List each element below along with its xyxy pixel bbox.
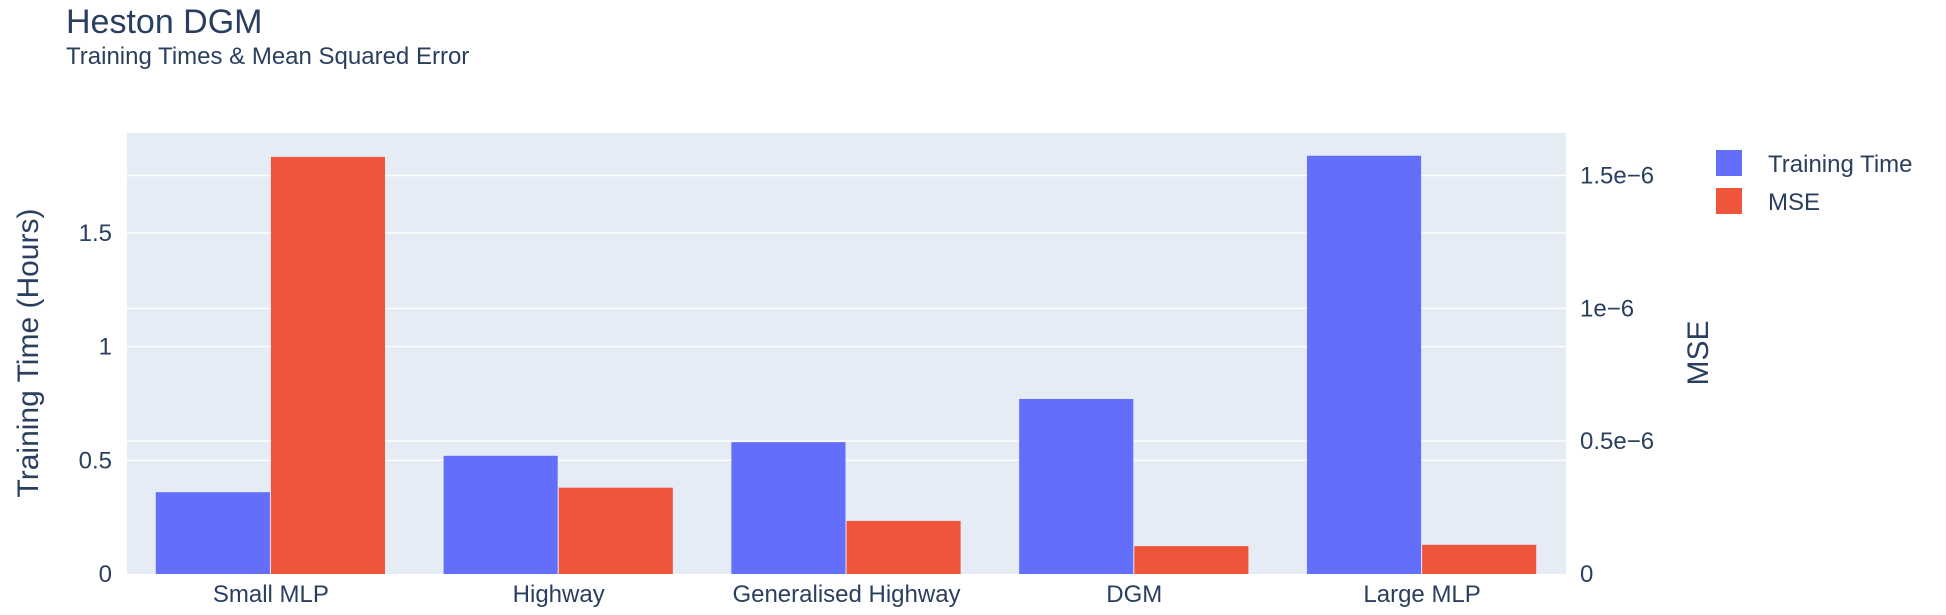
y2-axis-title: MSE <box>1682 320 1715 385</box>
y-tick-label: 1 <box>99 334 112 361</box>
chart-subtitle: Training Times & Mean Squared Error <box>66 43 469 70</box>
x-axis-ticks: Small MLP Highway Generalised Highway DGM La… <box>213 581 1481 608</box>
y-axis-ticks: 0 0.5 1 1.5 <box>79 220 112 588</box>
y2-tick-label: 1.5e−6 <box>1580 163 1654 190</box>
x-tick-label: Small MLP <box>213 581 329 608</box>
chart-title: Heston DGM <box>66 3 263 41</box>
bars <box>155 155 1537 574</box>
bar-training-time-2 <box>731 442 846 574</box>
legend: Training Time MSE <box>1716 150 1913 216</box>
y-tick-label: 0.5 <box>79 447 112 474</box>
bar-training-time-1 <box>443 455 558 574</box>
bar-training-time-0 <box>155 492 270 574</box>
bar-training-time-4 <box>1306 155 1422 574</box>
y-tick-label: 0 <box>99 561 112 588</box>
bar-training-time-3 <box>1019 398 1134 574</box>
legend-swatch-0 <box>1716 150 1742 176</box>
bar-mse-4 <box>1422 544 1537 574</box>
legend-swatch-1 <box>1716 188 1742 214</box>
x-tick-label: Generalised Highway <box>732 581 960 608</box>
bar-mse-1 <box>558 487 673 574</box>
y2-tick-label: 0 <box>1580 561 1593 588</box>
y-axis-title: Training Time (Hours) <box>12 209 45 498</box>
y-tick-label: 1.5 <box>79 220 112 247</box>
y2-tick-label: 1e−6 <box>1580 295 1634 322</box>
legend-label-0: Training Time <box>1768 151 1913 178</box>
y2-tick-label: 0.5e−6 <box>1580 428 1654 455</box>
x-tick-label: DGM <box>1106 581 1162 608</box>
bar-mse-2 <box>846 520 961 574</box>
bar-mse-0 <box>270 156 386 574</box>
y2-axis-ticks: 0 0.5e−6 1e−6 1.5e−6 <box>1580 163 1654 588</box>
legend-label-1: MSE <box>1768 189 1820 216</box>
x-tick-label: Highway <box>513 581 605 608</box>
bar-mse-3 <box>1134 546 1249 574</box>
x-tick-label: Large MLP <box>1363 581 1480 608</box>
